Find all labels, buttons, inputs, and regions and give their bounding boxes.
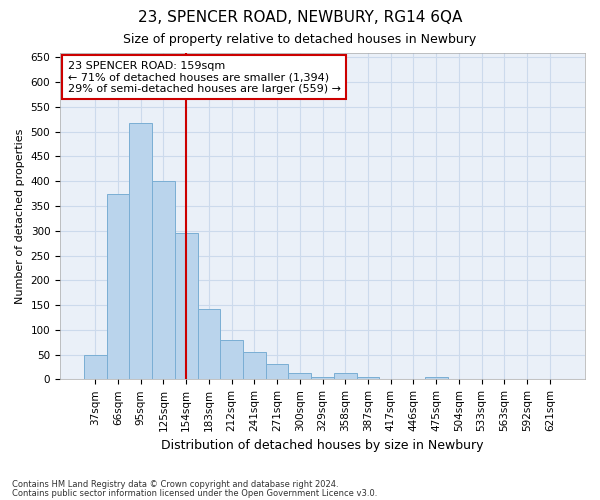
Text: Contains HM Land Registry data © Crown copyright and database right 2024.: Contains HM Land Registry data © Crown c… [12, 480, 338, 489]
Bar [289, 374, 311, 380]
Bar [425, 377, 448, 380]
Bar [84, 354, 107, 380]
Text: 23 SPENCER ROAD: 159sqm
← 71% of detached houses are smaller (1,394)
29% of semi: 23 SPENCER ROAD: 159sqm ← 71% of detache… [68, 60, 341, 94]
Bar [356, 377, 379, 380]
Bar [243, 352, 266, 380]
Y-axis label: Number of detached properties: Number of detached properties [15, 128, 25, 304]
Bar [311, 377, 334, 380]
Bar [266, 364, 289, 380]
Text: Contains public sector information licensed under the Open Government Licence v3: Contains public sector information licen… [12, 490, 377, 498]
Text: 23, SPENCER ROAD, NEWBURY, RG14 6QA: 23, SPENCER ROAD, NEWBURY, RG14 6QA [138, 10, 462, 25]
Bar [152, 181, 175, 380]
Text: Size of property relative to detached houses in Newbury: Size of property relative to detached ho… [124, 32, 476, 46]
Bar [197, 309, 220, 380]
Bar [334, 374, 356, 380]
X-axis label: Distribution of detached houses by size in Newbury: Distribution of detached houses by size … [161, 440, 484, 452]
Bar [130, 123, 152, 380]
Bar [220, 340, 243, 380]
Bar [107, 194, 130, 380]
Bar [175, 233, 197, 380]
